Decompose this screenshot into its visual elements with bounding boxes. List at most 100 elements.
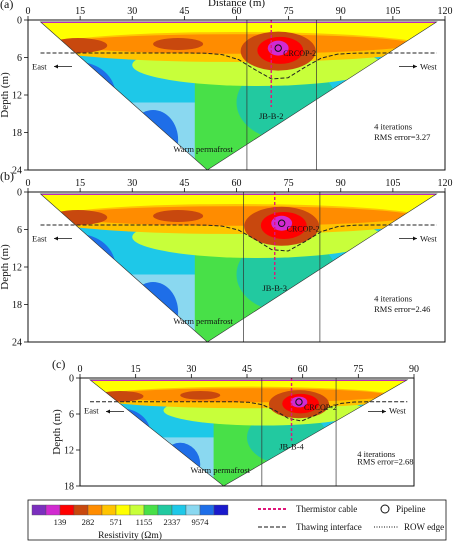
row-edge-label: ROW edge (404, 522, 444, 532)
pipeline-marker (274, 44, 282, 52)
x-tick-label: 75 (284, 178, 294, 189)
thawing-interface-line (40, 224, 437, 252)
thawing-interface-line (90, 401, 408, 422)
east-label: East (32, 62, 47, 72)
y-tick-label: 24 (12, 166, 22, 177)
orange-layer (61, 206, 412, 226)
east-blue-lobe (40, 234, 116, 300)
colorbar-tick-label: 2337 (164, 517, 181, 527)
y-tick-label: 0 (69, 374, 74, 385)
y-tick-label: 24 (12, 338, 22, 349)
borehole-label: JB-B-3 (262, 283, 287, 293)
colorbar-swatch (129, 504, 145, 516)
x-tick-label: 75 (353, 364, 363, 375)
colorbar-swatch (115, 504, 131, 516)
east-arrowhead (106, 409, 110, 414)
iterations-label: 4 iterations (374, 294, 412, 304)
x-tick-label: 105 (385, 178, 400, 189)
colorbar-tick-label: 571 (110, 517, 123, 527)
section-outline (39, 21, 438, 171)
surface-band (90, 379, 408, 381)
y-tick-label: 12 (64, 446, 74, 457)
x-tick-label: 15 (75, 178, 85, 189)
west-label: West (420, 234, 437, 244)
east-label: East (84, 406, 99, 416)
deep-blue-lobe (128, 110, 179, 170)
y-tick-label: 12 (12, 263, 22, 274)
east-label: East (32, 234, 47, 244)
y-axis-label: Depth (m) (0, 72, 11, 118)
x-tick-label: 0 (26, 178, 31, 189)
colorbar-swatch (171, 504, 187, 516)
colorbar-swatch (101, 504, 117, 516)
brown-patch-east (48, 38, 108, 53)
surface-band (40, 21, 437, 23)
borehole-label: JB-B-4 (279, 441, 304, 451)
pipeline-swatch (380, 504, 390, 514)
section-outline (39, 193, 438, 343)
x-tick-label: 45 (179, 178, 189, 189)
brown-patch-mid (153, 38, 204, 50)
panel-label: (a) (0, 0, 13, 11)
pipeline-marker (295, 398, 303, 406)
x-tick-label: 15 (131, 364, 141, 375)
thermistor-cable-label: Thermistor cable (296, 504, 357, 514)
panel-label: (b) (0, 169, 14, 183)
section-outline (89, 379, 409, 487)
rms-error-label: RMS error=2.68 (357, 456, 413, 466)
colorbar-swatch (31, 504, 47, 516)
colorbar-swatch (45, 504, 61, 516)
y-tick-label: 6 (17, 53, 22, 64)
x-tick-label: 60 (232, 178, 242, 189)
colorbar-swatch (213, 504, 229, 516)
pipeline-marker (277, 219, 286, 227)
x-tick-label: 0 (78, 364, 83, 375)
x-tick-label: 90 (336, 6, 346, 17)
y-tick-label: 12 (12, 91, 22, 102)
colorbar-tick-label: 1155 (136, 517, 153, 527)
colorbar-label: Resistivity (Ωm) (98, 530, 162, 541)
orange-layer (61, 34, 412, 54)
y-tick-label: 0 (17, 188, 22, 199)
x-tick-label: 120 (438, 178, 453, 189)
y-tick-label: 18 (12, 300, 22, 311)
west-arrowhead (413, 236, 417, 241)
x-tick-label: 60 (232, 6, 242, 17)
colorbar-swatch (59, 504, 75, 516)
x-tick-label: 105 (385, 6, 400, 17)
pipeline-label: CRCOP-2 (283, 49, 316, 58)
orange-layer (106, 388, 388, 403)
brown-patch-east (96, 390, 144, 402)
x-tick-label: 0 (26, 6, 31, 17)
iterations-label: 4 iterations (374, 122, 412, 132)
permafrost-label: Warm permafrost (191, 465, 251, 475)
east-arrowhead (54, 64, 58, 69)
east-blue-lobe (90, 408, 151, 456)
thawing-interface-label: Thawing interface (296, 522, 362, 532)
y-tick-label: 6 (17, 225, 22, 236)
thaw-magenta (290, 396, 308, 408)
west-blue-lobe (361, 232, 429, 287)
x-tick-label: 30 (186, 364, 196, 375)
thaw-magenta (267, 40, 289, 56)
colorbar-tick-label: 139 (54, 517, 67, 527)
thawing-interface-line (40, 52, 437, 80)
x-axis-label: Distance (m) (208, 0, 265, 9)
rms-error-label: RMS error=2.46 (374, 304, 430, 314)
x-tick-label: 45 (179, 6, 189, 17)
colorbar-tick-label: 9574 (192, 517, 210, 527)
colorbar-swatch (199, 504, 215, 516)
x-tick-label: 75 (284, 6, 294, 17)
x-tick-label: 90 (336, 178, 346, 189)
pipeline-label: CRCOP-2 (304, 403, 337, 412)
surface-band (40, 193, 437, 195)
x-tick-label: 45 (242, 364, 252, 375)
thaw-magenta (271, 215, 293, 231)
rms-error-label: RMS error=3.27 (374, 132, 430, 142)
y-axis-label: Depth (m) (0, 244, 11, 290)
x-tick-label: 60 (298, 364, 308, 375)
colorbar-tick-label: 282 (82, 517, 95, 527)
deep-blue-lobe (128, 282, 179, 342)
brown-patch-mid (153, 210, 204, 222)
y-axis-label: Depth (m) (51, 409, 63, 455)
